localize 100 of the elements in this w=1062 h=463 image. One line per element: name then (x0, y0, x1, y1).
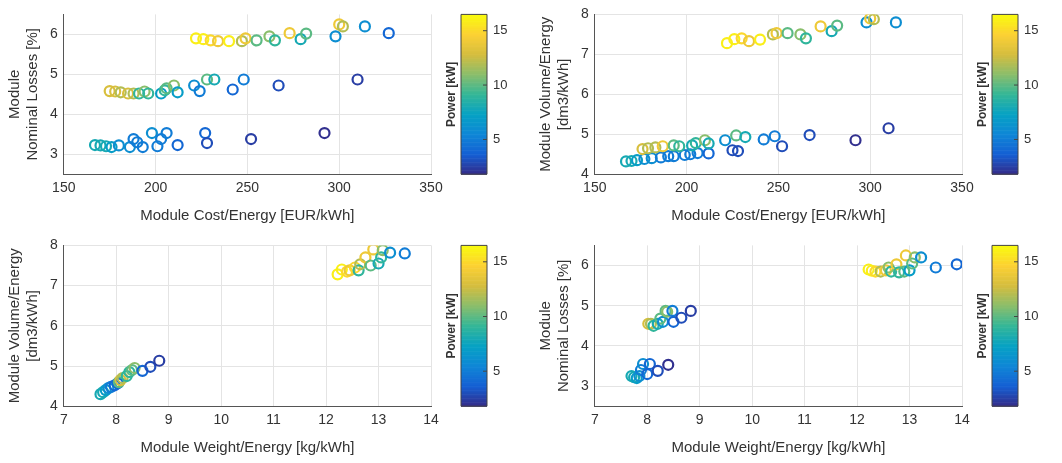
x-axis-title: Module Weight/Energy [kg/kWh] (671, 438, 886, 456)
point (127, 132, 140, 146)
x-tick-label: 150 (583, 179, 607, 196)
point (155, 132, 168, 146)
point (120, 369, 133, 383)
point (638, 152, 651, 166)
x-tick-label: 12 (318, 411, 335, 428)
point (359, 251, 372, 264)
point (151, 140, 164, 153)
point (283, 27, 296, 40)
point (889, 16, 902, 29)
point (726, 144, 739, 157)
point (268, 34, 282, 47)
point (354, 258, 367, 271)
color-bar-label: 5 (493, 362, 501, 378)
point (188, 79, 201, 92)
color-bar-label: 10 (493, 308, 508, 324)
point (200, 136, 214, 150)
point (160, 126, 173, 140)
point (244, 132, 258, 146)
point (263, 30, 276, 43)
y-axis-title: Module Nominal Losses [%] (536, 259, 572, 393)
point (127, 87, 140, 100)
point (398, 247, 411, 260)
point (908, 251, 921, 264)
x-tick-label: 150 (52, 179, 76, 196)
point (375, 251, 388, 264)
point (222, 35, 236, 48)
x-tick-label: 9 (164, 411, 173, 428)
point (903, 264, 916, 277)
point (742, 35, 756, 48)
point (678, 148, 691, 162)
color-bar-label: 5 (493, 130, 501, 146)
y-axis-title: Module Volume/Energy [dm3/kWh] (5, 247, 41, 404)
x-tick-label: 200 (143, 179, 168, 196)
point (874, 265, 887, 278)
point (667, 150, 680, 163)
point (799, 32, 813, 45)
point (383, 246, 397, 259)
y-tick-label: 4 (49, 105, 58, 122)
x-tick-label: 300 (858, 179, 883, 196)
point (239, 32, 252, 45)
point (103, 85, 116, 98)
point (803, 128, 816, 142)
point (914, 251, 928, 264)
point (662, 150, 675, 163)
point (142, 87, 155, 100)
color-bar-label: 10 (1024, 76, 1039, 92)
point (781, 27, 794, 40)
color-bar-label: 15 (1024, 22, 1039, 38)
point (720, 37, 734, 50)
point (684, 304, 697, 318)
point (906, 257, 919, 270)
point (929, 261, 942, 274)
y-axis-title: Module Volume/Energy [dm3/kWh] (536, 16, 572, 172)
point (651, 364, 664, 377)
x-tick-label: 350 (419, 179, 443, 196)
point (136, 140, 149, 154)
point (625, 154, 638, 168)
point (654, 151, 667, 164)
point (109, 85, 122, 98)
point (825, 25, 838, 38)
color-bar-label: 10 (1024, 308, 1039, 324)
point (376, 245, 389, 257)
x-tick-label: 350 (950, 179, 974, 196)
color-bar-label: 10 (493, 76, 508, 92)
y-tick-label: 5 (49, 356, 58, 373)
point (645, 152, 658, 165)
point (197, 33, 210, 46)
point (849, 134, 862, 147)
point (199, 126, 212, 140)
y-tick-label: 3 (580, 376, 589, 393)
point (189, 32, 203, 45)
x-tick-label: 12 (849, 411, 866, 428)
point (294, 33, 307, 46)
point (643, 357, 656, 371)
point (892, 266, 906, 279)
point (351, 73, 364, 86)
point (372, 257, 385, 270)
point (768, 130, 781, 143)
y-tick-label: 6 (580, 256, 589, 273)
point (112, 139, 125, 152)
point (99, 140, 113, 153)
point (619, 155, 633, 168)
x-axis-title: Module Cost/Energy [EUR/kWh] (140, 206, 355, 224)
point (171, 138, 184, 152)
point (138, 85, 151, 98)
point (735, 32, 748, 45)
color-bar-title: Power [kW] (444, 61, 459, 127)
point (673, 140, 686, 153)
x-tick-label: 8 (112, 411, 121, 428)
point (770, 27, 783, 40)
point (698, 134, 712, 147)
point (364, 259, 377, 272)
point (94, 139, 107, 152)
y-tick-label: 5 (580, 125, 589, 142)
x-tick-label: 250 (766, 179, 791, 196)
x-tick-label: 200 (674, 179, 699, 196)
x-axis-title: Module Weight/Energy [kg/kWh] (140, 438, 355, 456)
point (753, 33, 767, 46)
